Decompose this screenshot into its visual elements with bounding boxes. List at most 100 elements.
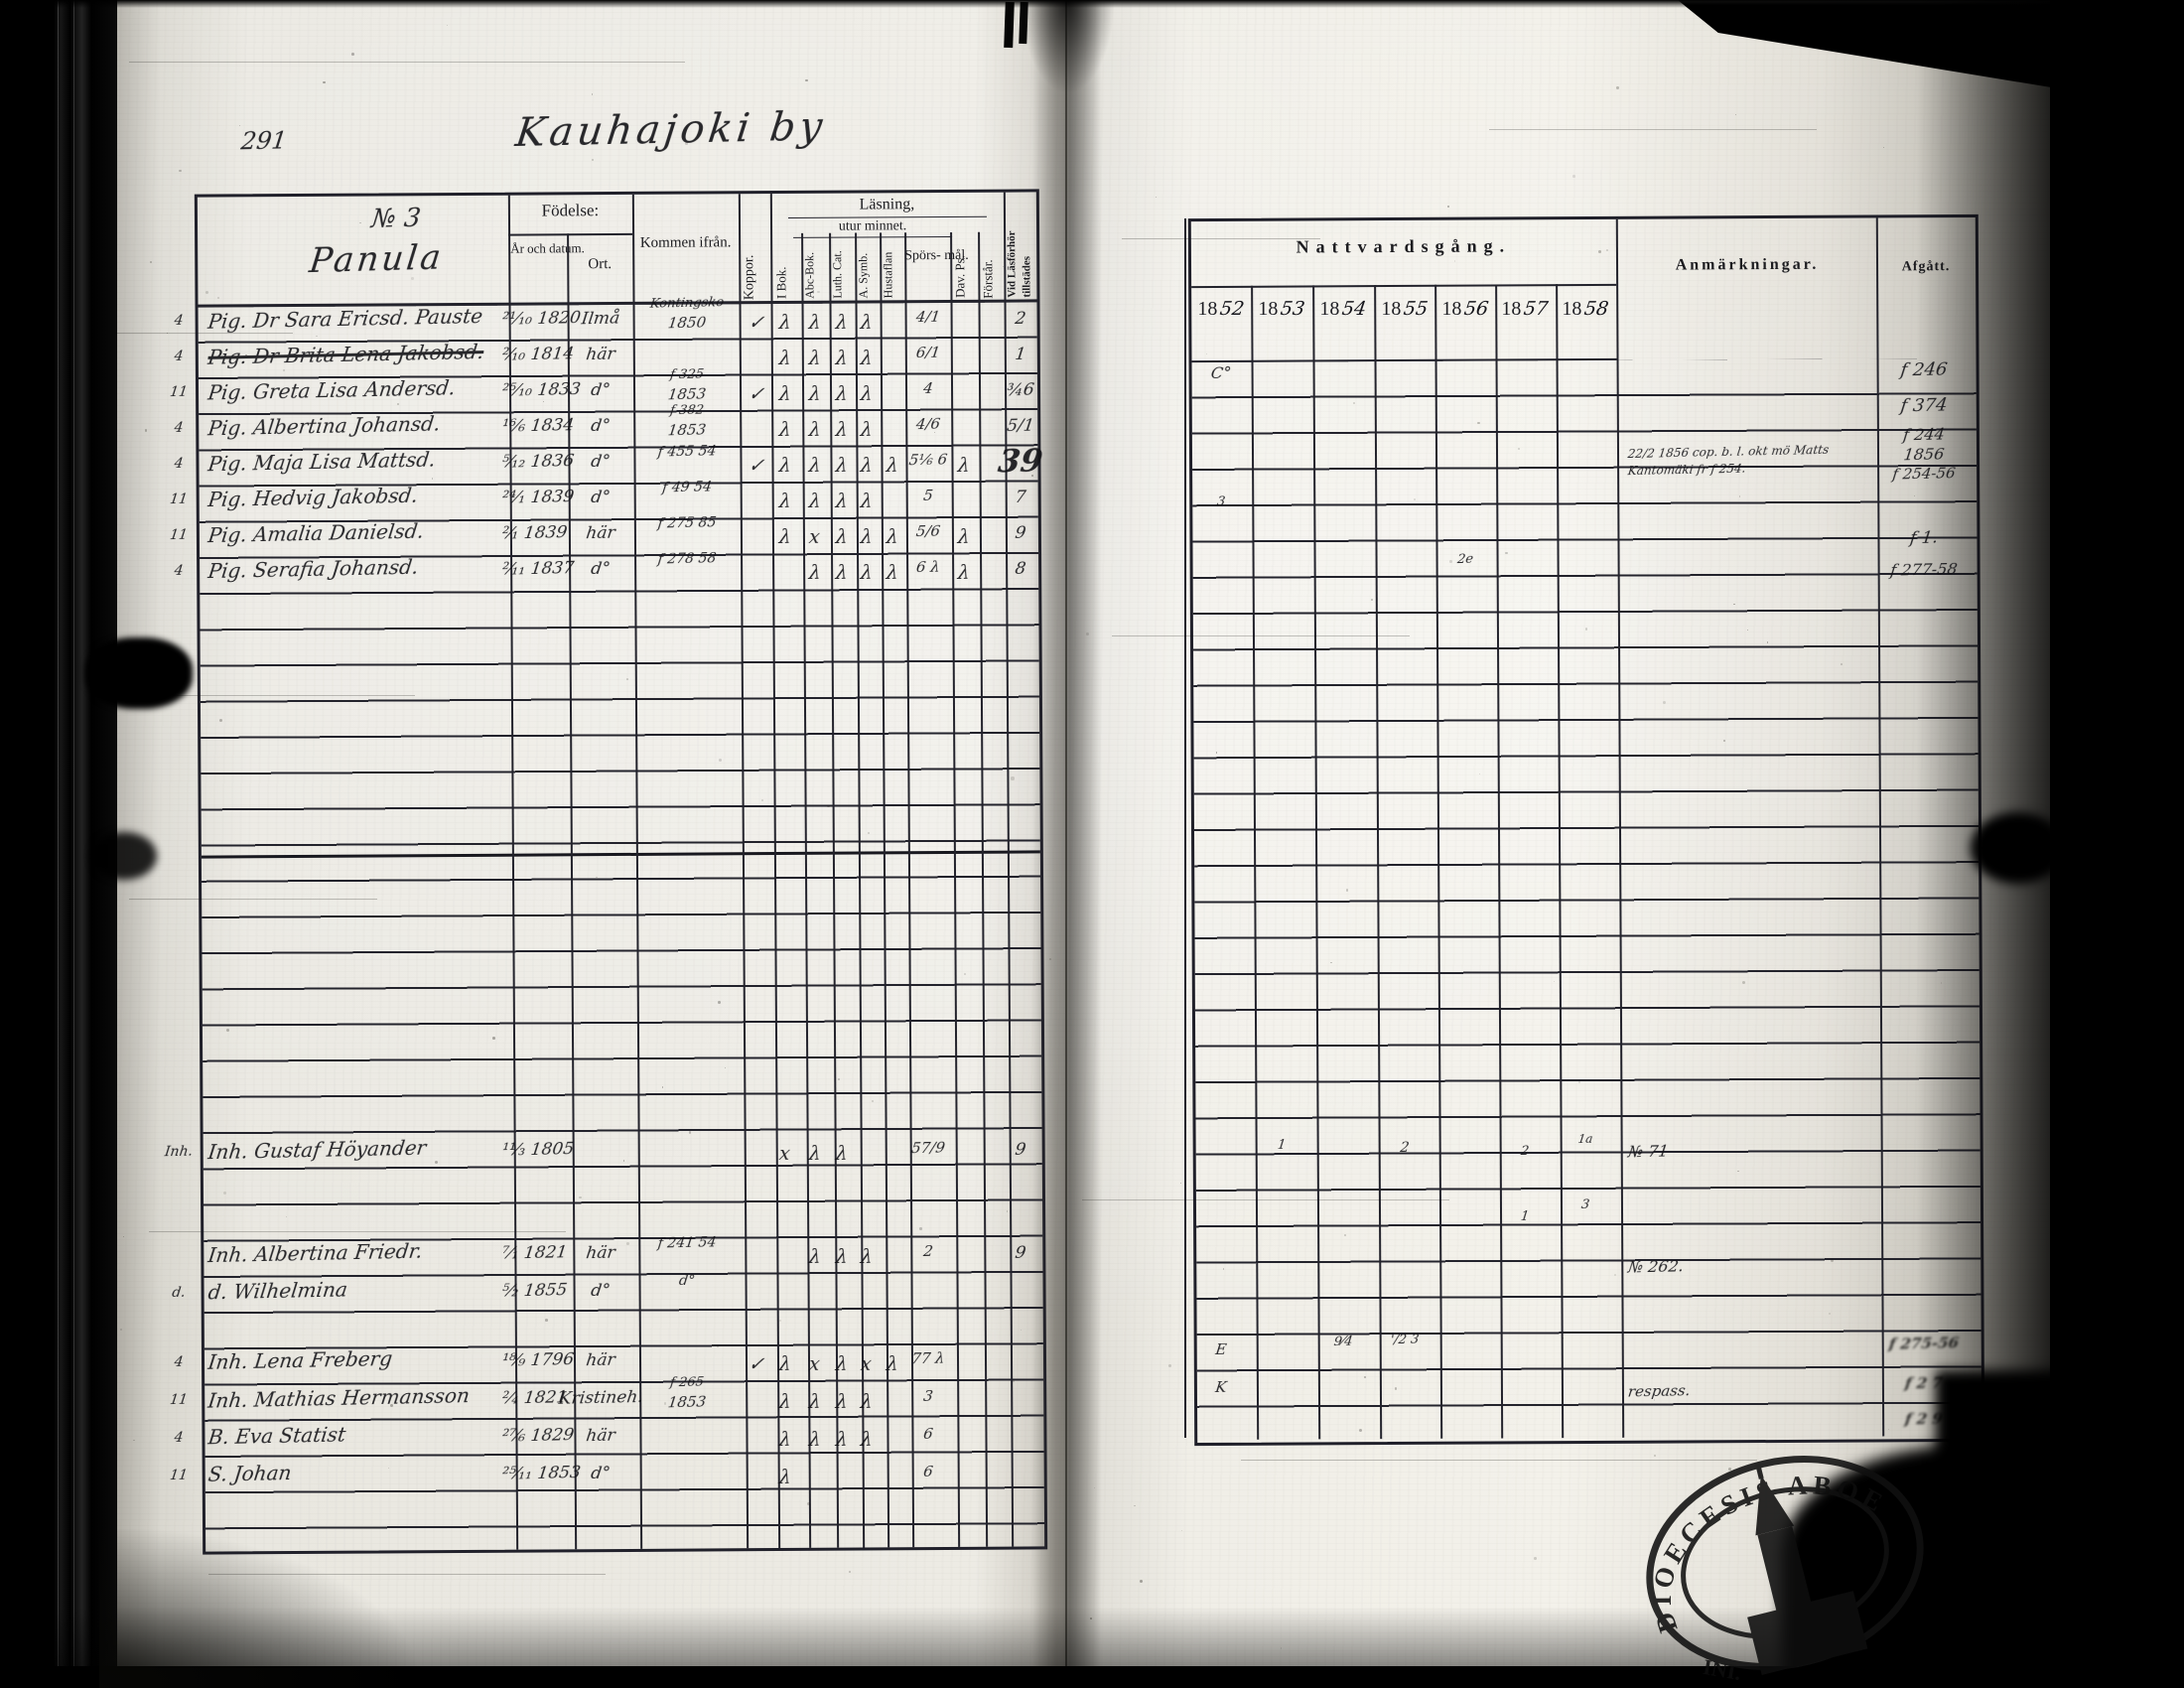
scan-speck [1940,982,1943,984]
person-name: Pig. Amalia Danielsd. [206,518,426,548]
questions-mark: 4/6 [914,414,942,434]
scan-speck [285,1215,288,1218]
scan-speck [1363,1376,1366,1379]
communion-mark: 3 [1215,493,1227,510]
in-book-header: I Bok. [773,266,789,300]
scan-speck [1006,1210,1009,1212]
row-margin-number: 4 [173,348,185,365]
scan-speck [1090,1618,1092,1619]
scan-speck [447,25,449,27]
scan-speck [1733,603,1735,605]
scan-speck [1505,551,1508,555]
departed-ref: f 374 [1899,394,1949,417]
row-margin-number: 11 [169,383,189,401]
questions-mark: 3 [922,1386,934,1406]
scan-speck [1533,1557,1537,1560]
year-header: 1854 [1319,298,1369,320]
scan-speck [390,1404,394,1408]
exam-attendance-count: 9 [1014,522,1027,544]
row-margin-number: 11 [169,491,189,508]
scan-speck [1049,958,1052,961]
scan-speck [622,1160,625,1162]
scan-speck [591,92,594,95]
person-name: Inh. Albertina Friedr. [206,1238,424,1268]
birth-place: d° [590,415,612,437]
understands-header: Förstår. [980,259,996,299]
reading-mark: x [807,525,822,549]
came-from: f 275 85 [656,514,718,532]
scan-speck [283,369,286,372]
scan-speck [226,1029,230,1033]
departed-ref: f 1. [1908,527,1940,549]
reading-header: Läsning, [859,196,915,213]
birth-place: d° [590,451,612,473]
birth-place: d° [590,487,612,508]
scan-speck [1371,599,1373,602]
row-margin-number: 4 [173,312,185,330]
scan-speck [964,972,967,976]
questions-mark: 57/9 [910,1138,946,1158]
scan-speck [1002,265,1005,268]
scan-speck [1722,740,1725,743]
birth-place: d° [590,1463,612,1484]
questions-mark: 4 [922,378,934,398]
scan-speck [1155,196,1157,198]
year-header: 1853 [1258,298,1307,320]
scan-speck [579,1196,583,1199]
row-margin-number: d. [171,1284,187,1302]
came-from: f 325 [669,366,705,383]
reading-mark: x [807,1352,822,1376]
scan-speck [1093,1486,1096,1488]
scan-speck [1888,1428,1890,1430]
scan-speck [663,1402,667,1405]
smallpox-header: Koppor. [742,254,757,301]
scan-speck [1517,447,1521,451]
came-from: Kontingsko [648,295,725,312]
came-from: f 241 54 [656,1234,718,1252]
exam-attendance-count: ¾6 [1006,379,1035,401]
reading-mark: x [859,1352,874,1376]
luther-catechism-header: Luth. Cat. [830,250,845,299]
scan-speck [122,1235,125,1238]
scan-speck [728,1457,730,1459]
scan-speck [144,429,148,432]
row-margin-number: Inh. [163,1143,194,1161]
scan-speck [1337,244,1339,246]
scan-speck [1572,175,1575,178]
communion-mark: 2e [1456,551,1474,568]
scan-speck [1616,86,1619,89]
reading-mark: ✓ [747,311,766,335]
left-edge-blob-1 [85,637,193,709]
scan-speck [1447,205,1450,208]
scan-speck [1830,1259,1834,1263]
farm-name-label: Panula [307,237,446,282]
scan-speck [804,78,808,82]
row-margin-number: 4 [173,1353,185,1371]
birth-place: här [585,1242,616,1264]
scan-speck [1653,1399,1655,1401]
exam-attendance-count: 2 [1014,308,1027,330]
birth-place: d° [590,379,612,401]
scan-speck [1584,627,1588,631]
person-name: Pig. Hedvig Jakobsd. [206,483,420,512]
came-from-header: Kommen ifrån. [639,234,732,251]
year-header: 1857 [1501,298,1551,320]
scan-speck [1653,1454,1657,1458]
row-margin-number: 11 [169,1467,189,1484]
scan-speck [760,799,763,801]
fold-line [1065,0,1067,1688]
scan-speck [718,758,722,762]
scan-speck [245,353,247,356]
questions-mark: 6 λ [914,557,942,577]
person-name: S. Johan [206,1461,294,1486]
exam-attendance-count: 1 [1014,344,1027,365]
remark-note: respass. [1626,1381,1692,1401]
person-name: d. Wilhelmina [206,1277,349,1305]
scan-speck [1737,1170,1739,1172]
scan-speck [239,125,241,127]
scan-speck [1840,663,1843,666]
departed-ref: 1856 [1902,444,1946,465]
scan-speck [432,478,434,480]
scan-speck [1280,1647,1282,1649]
birth-date: ¹¹⁄₃ 1805 [500,1139,576,1161]
